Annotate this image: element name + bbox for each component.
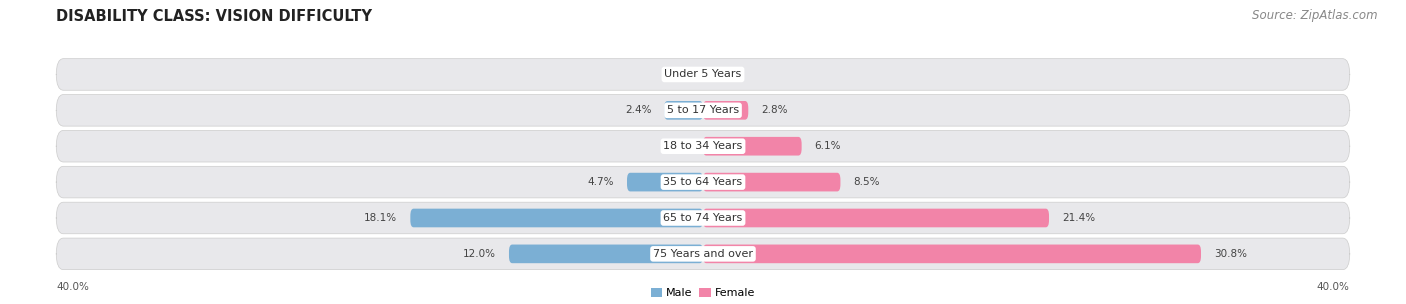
Text: 4.7%: 4.7% [588, 177, 614, 187]
Text: 0.0%: 0.0% [716, 69, 742, 79]
FancyBboxPatch shape [56, 59, 1350, 90]
FancyBboxPatch shape [664, 101, 703, 120]
Text: 0.0%: 0.0% [664, 69, 690, 79]
Text: Source: ZipAtlas.com: Source: ZipAtlas.com [1253, 9, 1378, 22]
Text: DISABILITY CLASS: VISION DIFFICULTY: DISABILITY CLASS: VISION DIFFICULTY [56, 9, 373, 24]
FancyBboxPatch shape [509, 244, 703, 263]
FancyBboxPatch shape [56, 166, 1350, 198]
Text: 5 to 17 Years: 5 to 17 Years [666, 105, 740, 115]
FancyBboxPatch shape [703, 209, 1049, 227]
Text: 75 Years and over: 75 Years and over [652, 249, 754, 259]
FancyBboxPatch shape [703, 244, 1201, 263]
Text: 2.8%: 2.8% [761, 105, 787, 115]
FancyBboxPatch shape [56, 202, 1350, 234]
FancyBboxPatch shape [56, 130, 1350, 162]
Text: Under 5 Years: Under 5 Years [665, 69, 741, 79]
Text: 65 to 74 Years: 65 to 74 Years [664, 213, 742, 223]
FancyBboxPatch shape [703, 173, 841, 192]
Text: 21.4%: 21.4% [1062, 213, 1095, 223]
FancyBboxPatch shape [56, 95, 1350, 126]
Text: 40.0%: 40.0% [56, 282, 89, 292]
Text: 18 to 34 Years: 18 to 34 Years [664, 141, 742, 151]
Text: 35 to 64 Years: 35 to 64 Years [664, 177, 742, 187]
FancyBboxPatch shape [411, 209, 703, 227]
Text: 2.4%: 2.4% [624, 105, 651, 115]
FancyBboxPatch shape [56, 238, 1350, 270]
FancyBboxPatch shape [703, 137, 801, 156]
Text: 12.0%: 12.0% [463, 249, 496, 259]
Text: 0.0%: 0.0% [664, 141, 690, 151]
Text: 30.8%: 30.8% [1213, 249, 1247, 259]
Text: 40.0%: 40.0% [1317, 282, 1350, 292]
Text: 8.5%: 8.5% [853, 177, 880, 187]
Text: 18.1%: 18.1% [364, 213, 398, 223]
FancyBboxPatch shape [627, 173, 703, 192]
Text: 6.1%: 6.1% [814, 141, 841, 151]
Legend: Male, Female: Male, Female [651, 288, 755, 299]
FancyBboxPatch shape [703, 101, 748, 120]
